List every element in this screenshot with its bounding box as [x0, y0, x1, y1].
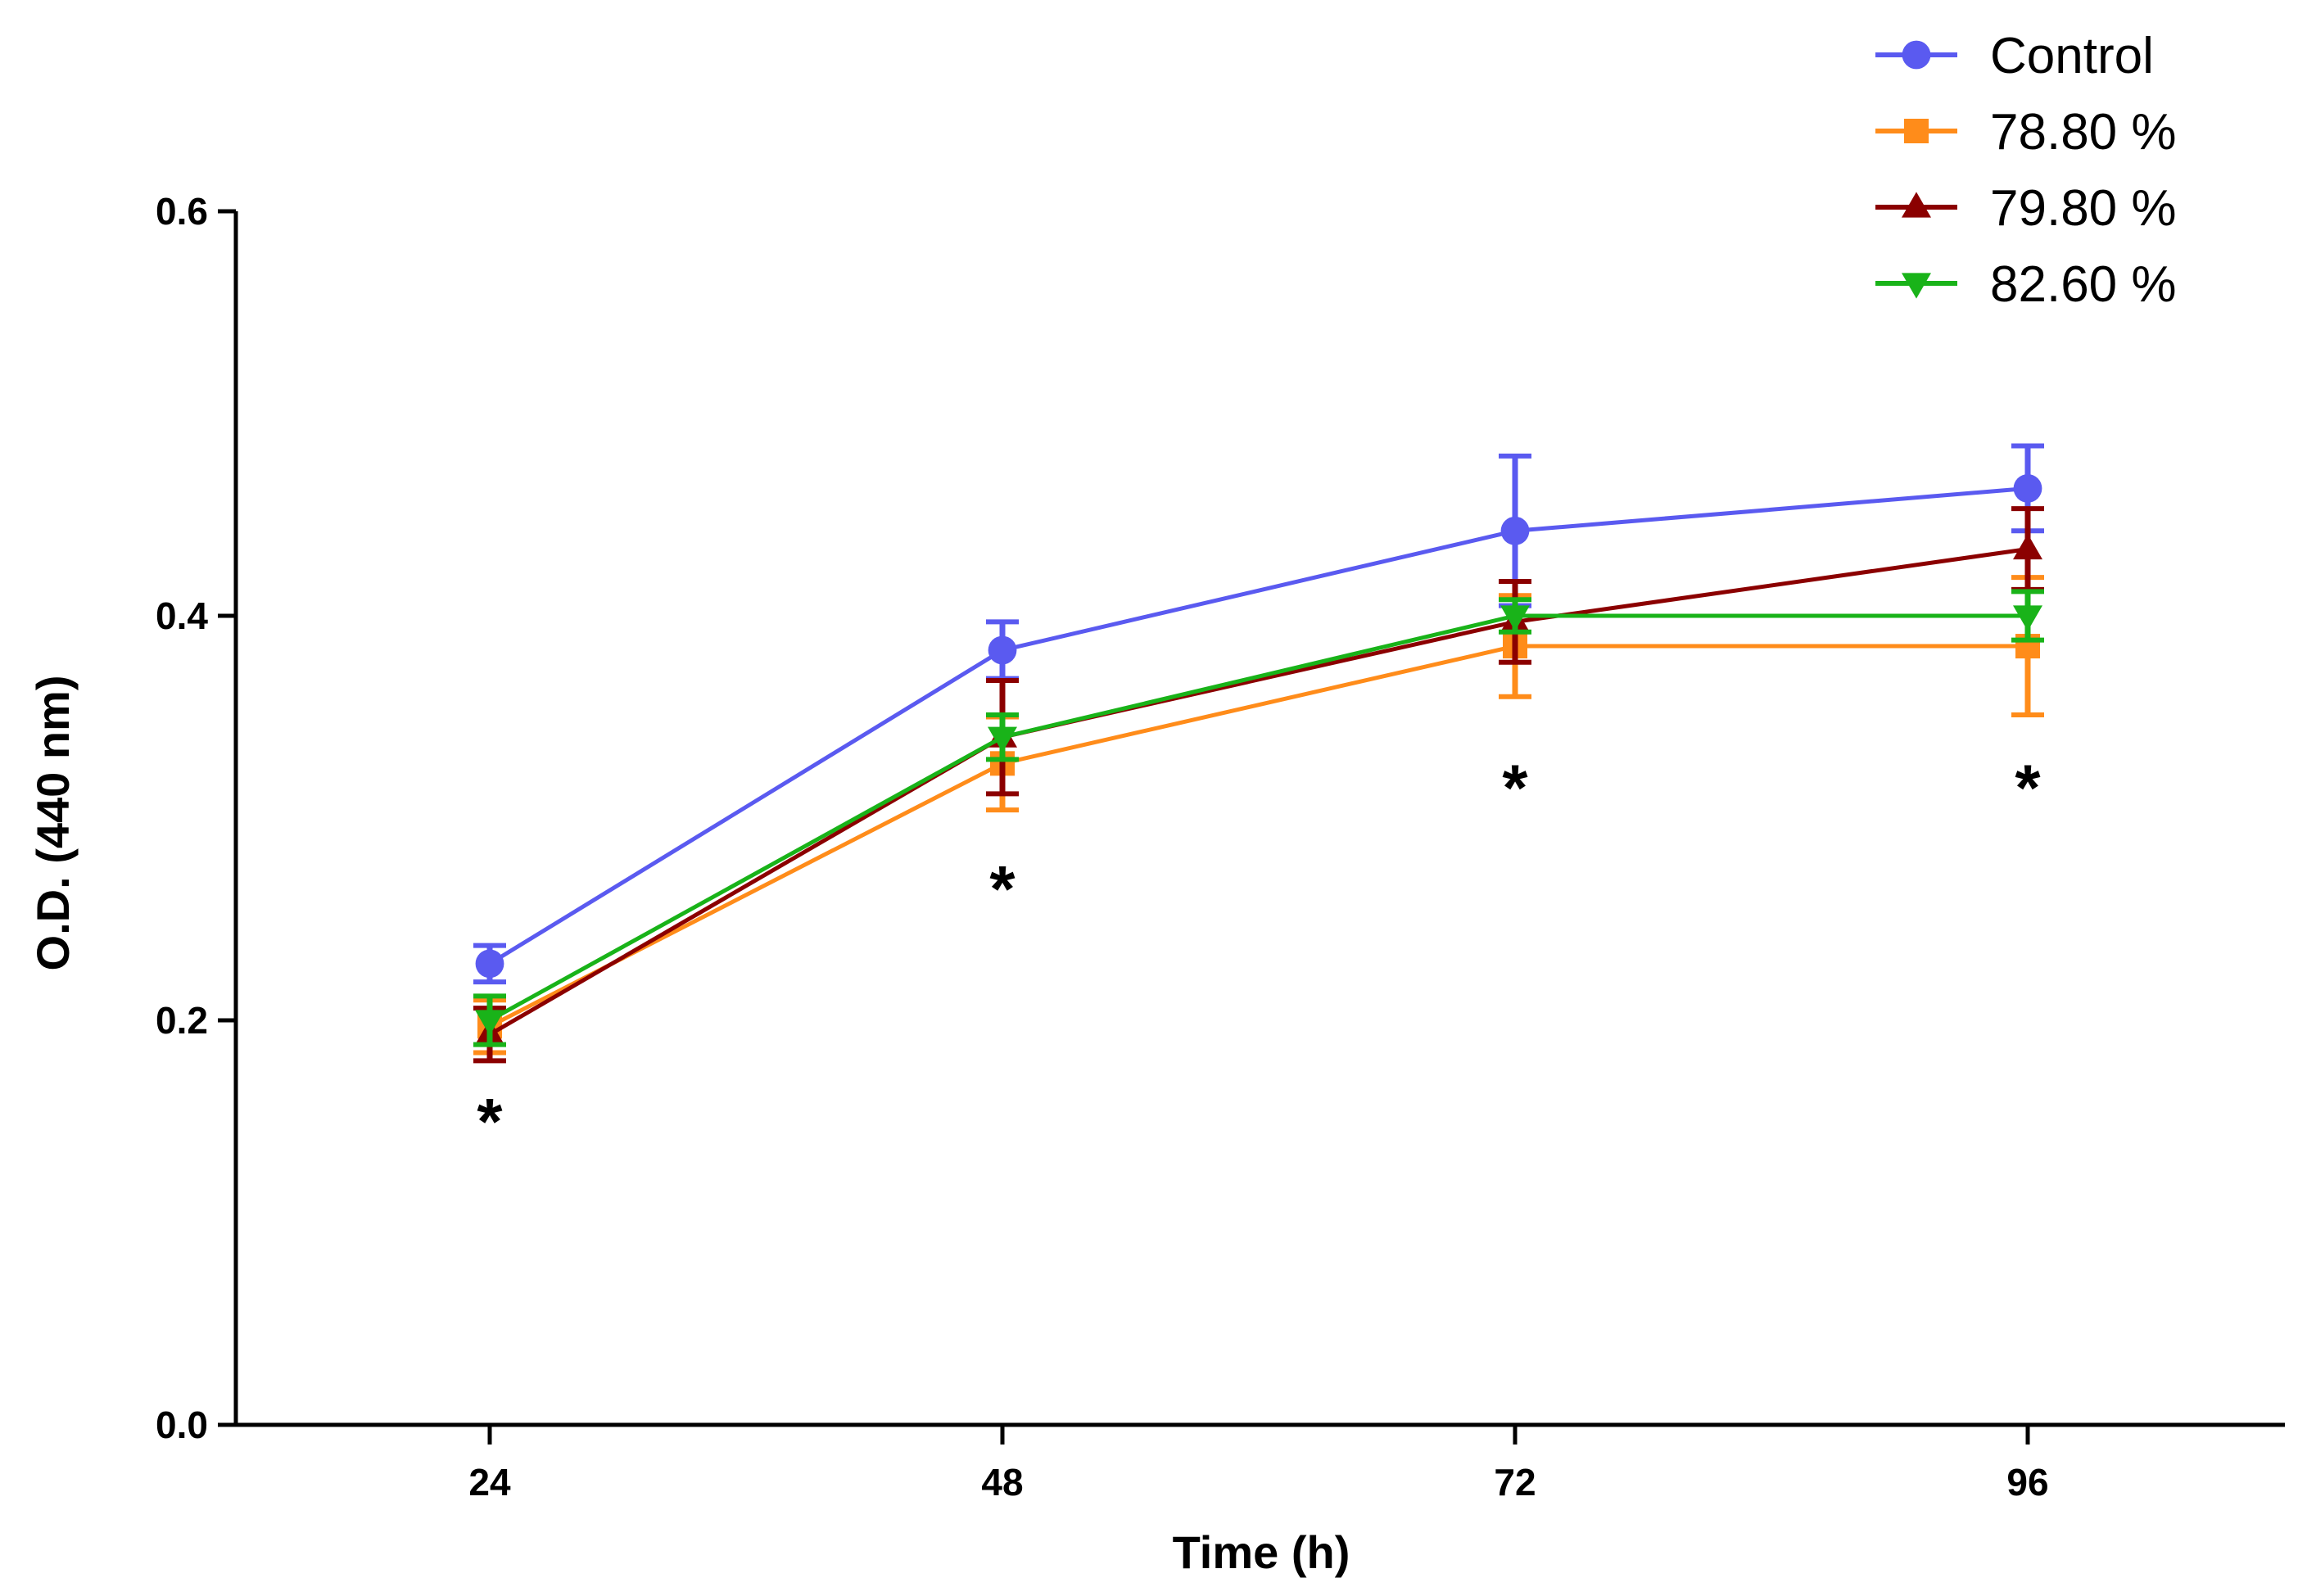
significance-asterisk: * — [1502, 752, 1528, 825]
series-line — [488, 613, 2028, 1023]
series-layer — [473, 443, 2044, 1064]
x-axis-title: Time (h) — [1173, 1526, 1350, 1578]
series-4 — [473, 589, 2044, 1047]
legend-item: Control — [1875, 28, 2154, 84]
series-2 — [473, 575, 2044, 1056]
significance-asterisk: * — [477, 1085, 503, 1158]
x-tick-label: 72 — [1494, 1461, 1536, 1503]
y-tick-label: 0.2 — [156, 999, 208, 1042]
significance-asterisk: * — [989, 852, 1016, 925]
legend-marker — [1902, 40, 1931, 70]
legend-item: 82.60 % — [1875, 256, 2177, 313]
legend-marker — [1902, 192, 1931, 218]
legend-label: 82.60 % — [1990, 256, 2177, 313]
series-1 — [473, 443, 2044, 985]
significance-asterisk: * — [2015, 752, 2041, 825]
annotation-layer: * * * * — [477, 752, 2041, 1159]
legend-marker — [1902, 273, 1931, 299]
y-axis-title: O.D. (440 nm) — [27, 676, 79, 971]
x-tick-label: 24 — [468, 1461, 511, 1503]
data-point — [2013, 473, 2042, 503]
data-point — [475, 949, 504, 979]
legend-item: 79.80 % — [1875, 180, 2177, 237]
series-line — [488, 644, 2028, 1029]
legend-label: Control — [1990, 28, 2154, 84]
y-tick-label: 0.4 — [156, 595, 208, 637]
data-point — [2013, 533, 2042, 560]
data-point — [988, 726, 1017, 753]
legend-item: 78.80 % — [1875, 104, 2177, 161]
x-tick-label: 96 — [2006, 1461, 2048, 1503]
data-point — [988, 635, 1017, 665]
x-tick-label: 48 — [981, 1461, 1023, 1503]
legend-marker — [1904, 119, 1929, 143]
data-point — [1500, 605, 1530, 631]
y-tick-label: 0.0 — [156, 1404, 208, 1446]
axes: 0.0 0.2 0.4 0.6 24 48 72 96 — [156, 190, 2285, 1503]
legend-label: 79.80 % — [1990, 180, 2177, 237]
series-line — [488, 486, 2029, 965]
y-tick-label: 0.6 — [156, 190, 208, 233]
data-point — [1500, 516, 1530, 545]
data-point — [475, 1010, 504, 1036]
legend-label: 78.80 % — [1990, 104, 2177, 161]
data-point — [2013, 605, 2042, 631]
legend: Control 78.80 % 79.80 % 82.60 % — [1875, 28, 2177, 313]
series-line — [488, 547, 2029, 1037]
